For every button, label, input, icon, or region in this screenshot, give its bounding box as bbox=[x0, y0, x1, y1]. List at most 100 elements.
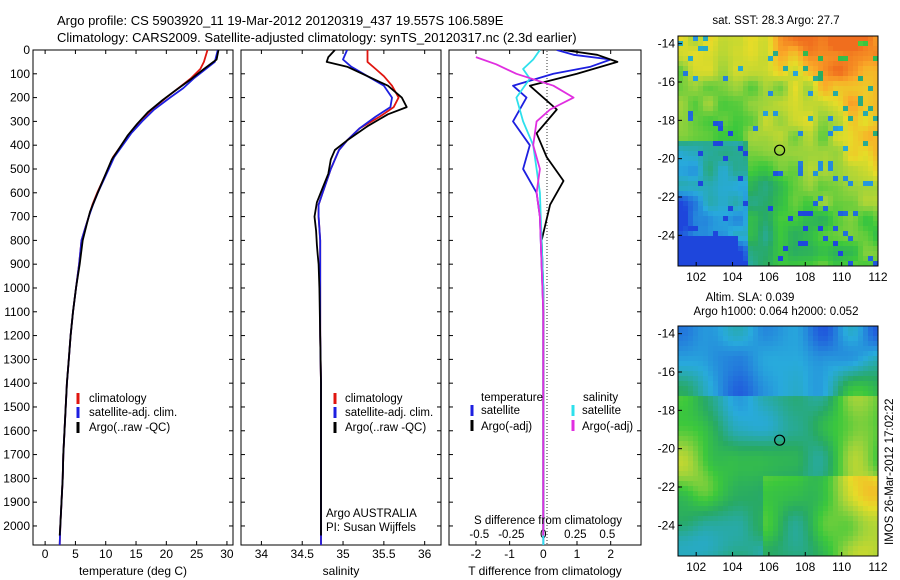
map-cell bbox=[748, 241, 754, 247]
map-cell bbox=[828, 456, 834, 462]
map-cell bbox=[763, 416, 769, 422]
map-cell bbox=[838, 166, 844, 172]
map-cell bbox=[858, 451, 864, 457]
map-cell bbox=[833, 461, 839, 467]
map-cell bbox=[873, 191, 879, 197]
map-cell bbox=[718, 446, 724, 452]
map-cell bbox=[873, 421, 879, 427]
map-cell bbox=[833, 396, 839, 402]
map-cell bbox=[858, 76, 864, 82]
map-cell bbox=[753, 496, 759, 502]
map-cell bbox=[818, 216, 824, 222]
map-cell bbox=[853, 356, 859, 362]
map-cell bbox=[703, 56, 709, 62]
map-cell bbox=[768, 406, 774, 412]
map-cell bbox=[688, 511, 694, 517]
map-cell bbox=[788, 246, 794, 252]
map-cell bbox=[758, 251, 764, 257]
map-cell bbox=[693, 366, 699, 372]
map-cell bbox=[873, 401, 879, 407]
map-cell bbox=[743, 436, 749, 442]
map-cell bbox=[783, 106, 789, 112]
map-cell bbox=[758, 241, 764, 247]
map-cell bbox=[843, 231, 849, 237]
map-cell bbox=[863, 111, 869, 117]
map-cell bbox=[773, 326, 779, 332]
map-cell bbox=[698, 541, 704, 547]
map-cell bbox=[843, 531, 849, 537]
map-cell bbox=[838, 231, 844, 237]
map-cell bbox=[683, 201, 689, 207]
map-cell bbox=[813, 546, 819, 552]
map-cell bbox=[848, 461, 854, 467]
map-cell bbox=[788, 421, 794, 427]
map-cell bbox=[868, 366, 874, 372]
map-cell bbox=[783, 41, 789, 47]
map-cell bbox=[798, 81, 804, 87]
map-cell bbox=[868, 246, 874, 252]
map-cell bbox=[798, 351, 804, 357]
map-cell bbox=[863, 426, 869, 432]
map-cell bbox=[823, 411, 829, 417]
map-cell bbox=[858, 116, 864, 122]
map-cell bbox=[733, 456, 739, 462]
map-cell bbox=[703, 351, 709, 357]
map-cell bbox=[688, 181, 694, 187]
map-cell bbox=[828, 56, 834, 62]
map-cell bbox=[793, 131, 799, 137]
map-cell bbox=[798, 251, 804, 257]
map-cell bbox=[863, 131, 869, 137]
map-cell bbox=[778, 516, 784, 522]
map-cell bbox=[728, 141, 734, 147]
map-cell bbox=[683, 216, 689, 222]
map-cell bbox=[728, 386, 734, 392]
map-cell bbox=[873, 506, 879, 512]
map-cell bbox=[758, 66, 764, 72]
map-cell bbox=[698, 406, 704, 412]
map-cell bbox=[798, 511, 804, 517]
map-cell bbox=[683, 546, 689, 552]
map-cell bbox=[803, 386, 809, 392]
map-cell bbox=[853, 511, 859, 517]
map-cell bbox=[793, 391, 799, 397]
map-cell bbox=[748, 121, 754, 127]
map-cell bbox=[873, 106, 879, 112]
map-cell bbox=[798, 541, 804, 547]
map-cell bbox=[798, 206, 804, 212]
map-cell bbox=[798, 241, 804, 247]
map-cell bbox=[758, 61, 764, 67]
map-cell bbox=[858, 341, 864, 347]
map-cell bbox=[828, 411, 834, 417]
map-cell bbox=[873, 96, 879, 102]
map-cell bbox=[858, 191, 864, 197]
map-cell bbox=[688, 356, 694, 362]
map-cell bbox=[793, 456, 799, 462]
map-cell bbox=[713, 446, 719, 452]
map-cell bbox=[763, 526, 769, 532]
map-cell bbox=[823, 196, 829, 202]
map-cell bbox=[838, 436, 844, 442]
map-cell bbox=[813, 351, 819, 357]
map-cell bbox=[798, 256, 804, 262]
map-cell bbox=[818, 471, 824, 477]
map-cell bbox=[778, 76, 784, 82]
map-cell bbox=[873, 381, 879, 387]
map-cell bbox=[708, 146, 714, 152]
map-cell bbox=[838, 146, 844, 152]
map-cell bbox=[753, 221, 759, 227]
map-cell bbox=[698, 146, 704, 152]
map-cell bbox=[758, 181, 764, 187]
map-cell bbox=[833, 166, 839, 172]
map-cell bbox=[803, 546, 809, 552]
map-cell bbox=[678, 236, 684, 242]
map-cell bbox=[778, 206, 784, 212]
map-cell bbox=[768, 381, 774, 387]
map-cell bbox=[848, 326, 854, 332]
map-cell bbox=[738, 231, 744, 237]
map-cell bbox=[698, 486, 704, 492]
map-cell bbox=[748, 131, 754, 137]
map-cell bbox=[688, 416, 694, 422]
map-cell bbox=[718, 71, 724, 77]
map-cell bbox=[778, 131, 784, 137]
map-cell bbox=[803, 206, 809, 212]
